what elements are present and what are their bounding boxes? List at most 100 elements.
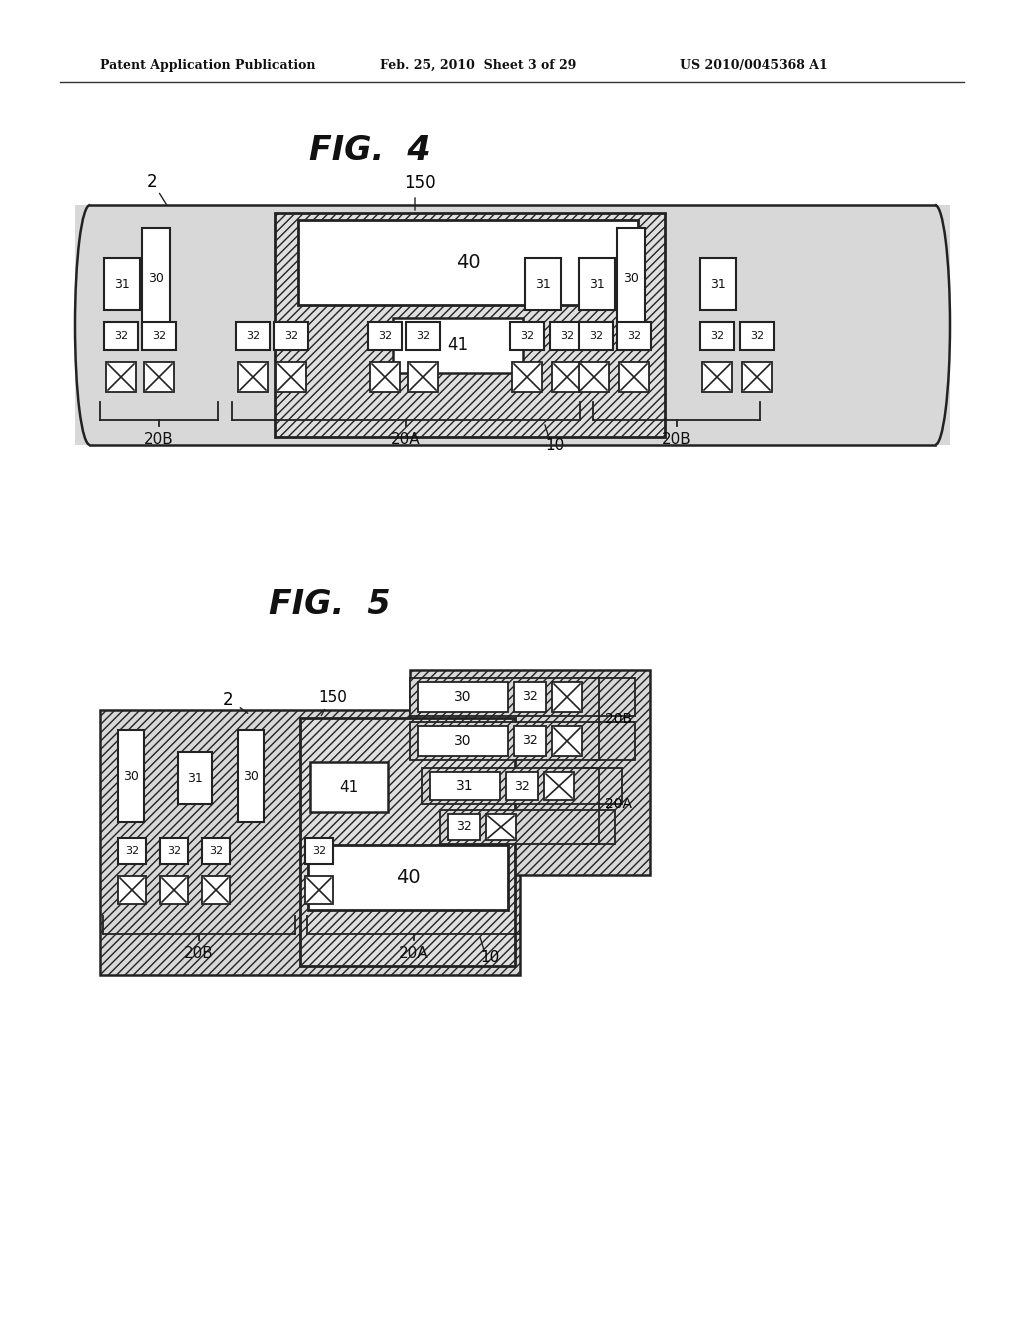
Bar	[418, 682, 508, 711]
Text: 32: 32	[514, 780, 529, 792]
Bar	[144, 362, 174, 392]
Text: 32: 32	[522, 734, 538, 747]
Bar	[368, 322, 402, 350]
Bar	[406, 322, 440, 350]
Text: 32: 32	[312, 846, 326, 855]
Text: 32: 32	[589, 331, 603, 341]
Bar	[160, 838, 188, 865]
Bar	[579, 322, 613, 350]
Bar	[393, 318, 523, 374]
Bar	[700, 322, 734, 350]
Text: 2: 2	[222, 690, 233, 709]
Bar	[410, 722, 635, 760]
Text: 32: 32	[246, 331, 260, 341]
Text: 30: 30	[455, 734, 472, 748]
Bar	[440, 810, 615, 843]
Bar	[276, 362, 306, 392]
Text: 41: 41	[447, 337, 469, 355]
Text: 31: 31	[589, 277, 605, 290]
Text: 20A: 20A	[605, 797, 632, 810]
Text: 31: 31	[456, 779, 474, 793]
Text: 32: 32	[378, 331, 392, 341]
Bar	[100, 710, 520, 975]
Text: 30: 30	[243, 770, 259, 783]
Text: 20A: 20A	[398, 946, 428, 961]
Bar	[118, 730, 144, 822]
Text: 150: 150	[318, 689, 347, 705]
Bar	[305, 876, 333, 904]
Bar	[552, 726, 582, 756]
Text: 20B: 20B	[144, 433, 174, 447]
Bar	[370, 362, 400, 392]
Text: 32: 32	[560, 331, 574, 341]
Text: 32: 32	[167, 846, 181, 855]
Bar	[300, 718, 515, 966]
Text: 32: 32	[456, 821, 472, 833]
Bar	[525, 257, 561, 310]
Bar	[510, 322, 544, 350]
Text: 31: 31	[187, 771, 203, 784]
Text: 32: 32	[209, 846, 223, 855]
Text: 30: 30	[623, 272, 639, 285]
Bar	[310, 762, 388, 812]
Bar	[202, 876, 230, 904]
Bar	[486, 814, 516, 840]
Bar	[104, 322, 138, 350]
Text: 32: 32	[750, 331, 764, 341]
Text: 32: 32	[710, 331, 724, 341]
Text: 41: 41	[339, 780, 358, 795]
Bar	[142, 322, 176, 350]
Bar	[408, 362, 438, 392]
Text: 40: 40	[395, 869, 420, 887]
Bar	[514, 682, 546, 711]
Bar	[552, 682, 582, 711]
Text: Feb. 25, 2010  Sheet 3 of 29: Feb. 25, 2010 Sheet 3 of 29	[380, 58, 577, 71]
Text: 20B: 20B	[605, 711, 632, 726]
Text: 20B: 20B	[662, 433, 691, 447]
Bar	[236, 322, 270, 350]
Text: 150: 150	[404, 174, 436, 191]
Text: 32: 32	[114, 331, 128, 341]
Bar	[449, 814, 480, 840]
Bar	[617, 228, 645, 327]
Bar	[142, 228, 170, 327]
Text: 31: 31	[114, 277, 130, 290]
Bar	[430, 772, 500, 800]
Text: 32: 32	[284, 331, 298, 341]
Bar	[118, 876, 146, 904]
Text: FIG.  4: FIG. 4	[309, 133, 431, 166]
Bar	[410, 671, 650, 875]
Bar	[550, 322, 584, 350]
Bar	[238, 362, 268, 392]
Bar	[160, 876, 188, 904]
Text: 31: 31	[536, 277, 551, 290]
Bar	[544, 772, 574, 800]
Bar	[178, 752, 212, 804]
Text: 40: 40	[456, 253, 480, 272]
Text: 32: 32	[125, 846, 139, 855]
Text: 32: 32	[627, 331, 641, 341]
Text: 32: 32	[520, 331, 535, 341]
Text: 10: 10	[546, 437, 564, 453]
Bar	[702, 362, 732, 392]
Text: 32: 32	[152, 331, 166, 341]
Bar	[579, 257, 615, 310]
Text: US 2010/0045368 A1: US 2010/0045368 A1	[680, 58, 827, 71]
Bar	[106, 362, 136, 392]
Bar	[275, 213, 665, 437]
Text: 30: 30	[148, 272, 164, 285]
Bar	[617, 322, 651, 350]
Bar	[618, 362, 649, 392]
Bar	[418, 726, 508, 756]
Bar	[514, 726, 546, 756]
Text: 2: 2	[146, 173, 158, 191]
Bar	[75, 205, 950, 445]
Bar	[512, 362, 542, 392]
Text: 30: 30	[455, 690, 472, 704]
Bar	[579, 362, 609, 392]
Text: 31: 31	[710, 277, 726, 290]
Text: 20B: 20B	[184, 946, 214, 961]
Bar	[118, 838, 146, 865]
Bar	[238, 730, 264, 822]
Bar	[410, 678, 635, 715]
